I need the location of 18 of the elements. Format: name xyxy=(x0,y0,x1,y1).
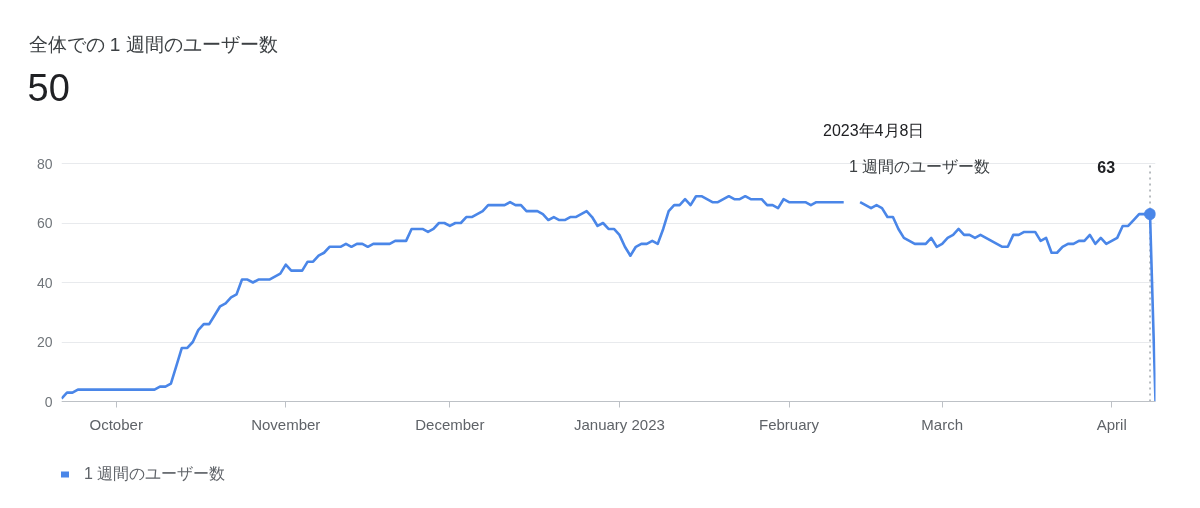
chart-subtitle: 50 xyxy=(27,66,70,109)
x-tick-label: December xyxy=(415,415,485,433)
x-tick-label: January 2023 xyxy=(573,415,665,433)
chart-title: 全体での 1 週間のユーザー数 xyxy=(28,34,278,55)
x-tick-label: February xyxy=(759,415,820,433)
x-tick-label: March xyxy=(921,415,964,433)
y-tick-label: 80 xyxy=(36,155,53,172)
text: 2023年4月8日 xyxy=(823,122,925,139)
y-tick-label: 40 xyxy=(36,274,53,291)
y-tick-label: 0 xyxy=(44,393,53,410)
x-tick-label: October xyxy=(89,415,143,433)
x-tick-label: November xyxy=(251,415,321,433)
y-tick-label: 60 xyxy=(36,215,53,231)
text: 1 週間のユーザー数 xyxy=(849,158,991,175)
y-tick-label: 20 xyxy=(36,334,53,350)
x-tick-label: April xyxy=(1096,415,1127,433)
legend-label: 1 週間のユーザー数 xyxy=(84,463,226,484)
annotation: 63 xyxy=(1097,158,1116,176)
